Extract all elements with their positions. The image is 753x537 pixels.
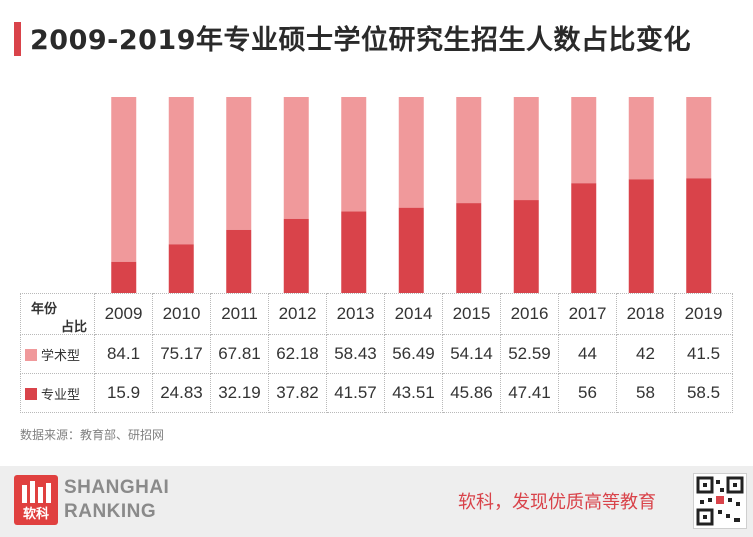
year-cell: 2018 [616, 293, 675, 335]
bar-professional-2011 [226, 229, 252, 293]
chart-title: 2009-2019年专业硕士学位研究生招生人数占比变化 [30, 25, 691, 56]
table-cell: 41.5 [674, 334, 733, 374]
table-header-row: 年份 占比 2009 2010 2011 2012 2013 2014 2015… [20, 293, 733, 335]
table-cell: 15.9 [94, 373, 153, 413]
year-cell: 2019 [674, 293, 733, 335]
bar-academic-2017 [571, 97, 597, 184]
table-cell: 42 [616, 334, 675, 374]
bar-professional-2010 [168, 244, 194, 293]
table-row-academic: 学术型 84.1 75.17 67.81 62.18 58.43 56.49 5… [20, 334, 733, 374]
table-cell: 56 [558, 373, 617, 413]
chart-card: 2009-2019年专业硕士学位研究生招生人数占比变化 年份 占比 2009 2… [14, 22, 733, 442]
professional-label: 专业型 [41, 387, 81, 403]
table-cell: 58.43 [326, 334, 385, 374]
brand-line-2: RANKING [64, 501, 157, 522]
header-label-year: 年份 [31, 302, 58, 317]
year-cell: 2017 [558, 293, 617, 335]
table-cell: 37.82 [268, 373, 327, 413]
table-cell: 56.49 [384, 334, 443, 374]
header-label-share: 占比 [61, 320, 88, 335]
table-cell: 58.5 [674, 373, 733, 413]
table-cell: 58 [616, 373, 675, 413]
year-cell: 2015 [442, 293, 501, 335]
year-cell: 2009 [94, 293, 153, 335]
brand-line-1: SHANGHAI [64, 477, 170, 498]
table-cell: 62.18 [268, 334, 327, 374]
legend-professional: 专业型 [20, 373, 95, 413]
footer-slogan: 软科，发现优质高等教育 [458, 492, 656, 513]
bar-professional-2013 [341, 211, 367, 293]
year-cell: 2013 [326, 293, 385, 335]
bar-academic-2015 [456, 97, 482, 204]
bar-professional-2016 [513, 200, 539, 293]
table-cell: 67.81 [210, 334, 269, 374]
stacked-bar-chart [111, 97, 712, 293]
footer-banner: 软科 SHANGHAI RANKING 软科，发现优质高等教育 [0, 466, 753, 537]
year-cell: 2014 [384, 293, 443, 335]
table-cell: 43.51 [384, 373, 443, 413]
bar-academic-2012 [283, 97, 309, 219]
bar-academic-2013 [341, 97, 367, 212]
bar-academic-2009 [111, 97, 137, 262]
data-source-note: 数据来源：教育部、研招网 [20, 428, 165, 442]
bar-academic-2010 [168, 97, 194, 245]
logo-mark-icon [22, 481, 51, 503]
shanghai-ranking-logo: 软科 [14, 475, 58, 525]
bar-professional-2014 [398, 207, 424, 293]
data-table: 年份 占比 2009 2010 2011 2012 2013 2014 2015… [20, 293, 733, 413]
bar-professional-2009 [111, 261, 137, 293]
bar-professional-2017 [571, 183, 597, 293]
table-cell: 24.83 [152, 373, 211, 413]
table-corner-cell: 年份 占比 [20, 293, 95, 335]
professional-swatch [25, 387, 37, 400]
bar-academic-2018 [628, 97, 654, 180]
bar-professional-2019 [686, 178, 712, 293]
legend-academic: 学术型 [20, 334, 95, 374]
bar-academic-2016 [513, 97, 539, 201]
table-row-professional: 专业型 15.9 24.83 32.19 37.82 41.57 43.51 4… [20, 373, 733, 413]
table-cell: 75.17 [152, 334, 211, 374]
qr-code-icon [693, 473, 747, 529]
table-cell: 41.57 [326, 373, 385, 413]
logo-glyph: 软科 [22, 507, 49, 522]
bar-professional-2018 [628, 179, 654, 293]
year-cell: 2011 [210, 293, 269, 335]
table-cell: 32.19 [210, 373, 269, 413]
table-cell: 52.59 [500, 334, 559, 374]
year-cell: 2010 [152, 293, 211, 335]
title-accent-bar [14, 22, 21, 56]
table-cell: 47.41 [500, 373, 559, 413]
year-cell: 2012 [268, 293, 327, 335]
academic-label: 学术型 [41, 348, 81, 364]
table-cell: 44 [558, 334, 617, 374]
year-cell: 2016 [500, 293, 559, 335]
bar-professional-2015 [456, 203, 482, 293]
bar-academic-2014 [398, 97, 424, 208]
table-cell: 84.1 [94, 334, 153, 374]
bar-academic-2011 [226, 97, 252, 230]
table-cell: 54.14 [442, 334, 501, 374]
bar-professional-2012 [283, 218, 309, 293]
bar-academic-2019 [686, 97, 712, 179]
table-cell: 45.86 [442, 373, 501, 413]
academic-swatch [25, 348, 37, 361]
qr-pattern [696, 476, 744, 526]
